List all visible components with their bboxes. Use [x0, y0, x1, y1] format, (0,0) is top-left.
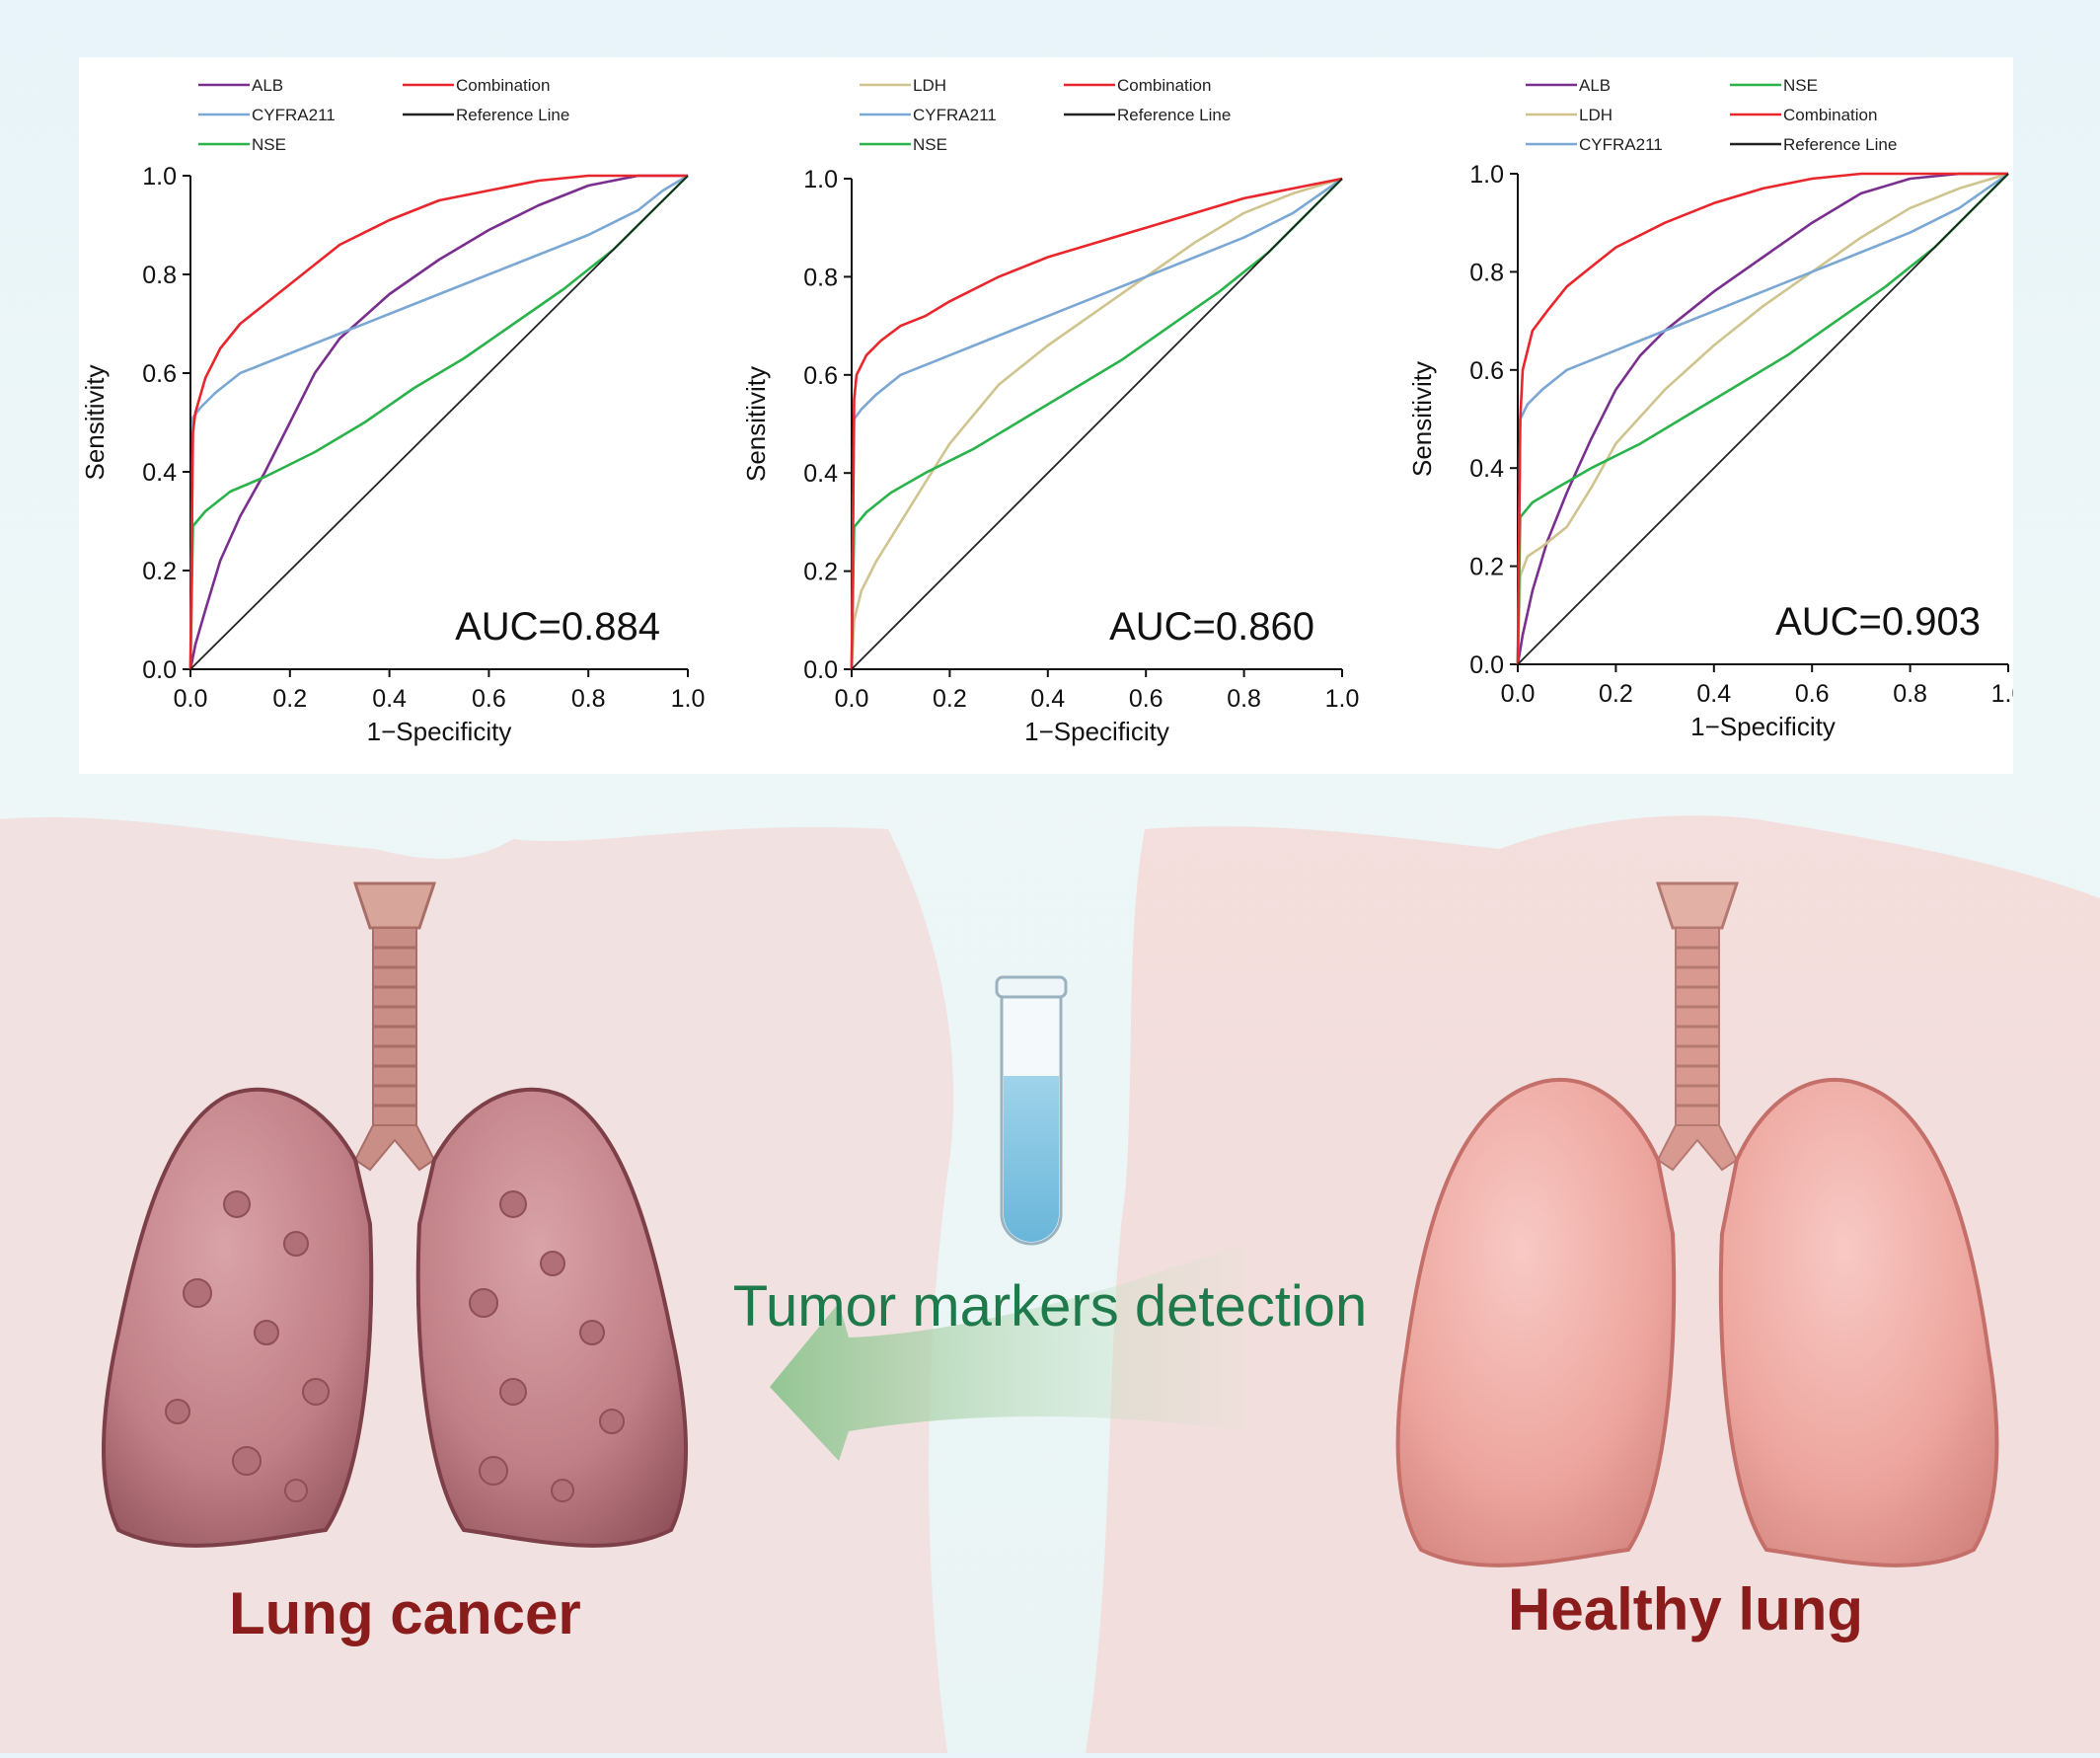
- y-tick-label: 0.6: [803, 362, 838, 390]
- roc-curve-reference-line: [1517, 173, 2009, 665]
- arrow-left-icon: [770, 1244, 1243, 1461]
- x-tick-label: 0.0: [174, 685, 208, 713]
- legend-label: NSE: [252, 135, 286, 154]
- healthy-lung-icon: [1395, 1077, 1999, 1567]
- y-tick-label: 0.6: [142, 360, 177, 388]
- y-axis-label: Sensitivity: [1407, 361, 1437, 477]
- y-tick-label: 0.2: [1469, 554, 1504, 581]
- x-tick-label: 1.0: [1991, 680, 2013, 708]
- x-tick-label: 0.8: [1893, 680, 1927, 708]
- y-tick-label: 0.8: [142, 262, 177, 289]
- roc-charts-svg: 0.00.00.20.20.40.40.60.60.80.81.01.01−Sp…: [80, 76, 2013, 746]
- roc-curve-alb: [1516, 172, 2008, 665]
- legend-label: NSE: [1783, 76, 1818, 95]
- x-tick-label: 0.4: [1030, 685, 1065, 713]
- diseased-lung-icon: [102, 1087, 688, 1548]
- legend-label: Combination: [1117, 76, 1211, 95]
- legend-label: ALB: [1579, 76, 1611, 95]
- y-tick-label: 0.8: [803, 264, 838, 291]
- legend-label: ALB: [252, 76, 283, 95]
- x-tick-label: 1.0: [1325, 685, 1360, 713]
- illustration-svg: [0, 815, 2100, 1753]
- legend-label: CYFRA211: [252, 106, 336, 124]
- auc-annotation: AUC=0.884: [455, 605, 660, 649]
- healthy-lung-label: Healthy lung: [1508, 1576, 1864, 1643]
- y-tick-label: 0.0: [803, 656, 838, 684]
- y-tick-label: 0.2: [803, 559, 838, 586]
- legend-label: LDH: [913, 76, 946, 95]
- x-tick-label: 0.0: [835, 685, 869, 713]
- legend-label: Combination: [456, 76, 550, 95]
- y-tick-label: 0.4: [142, 459, 177, 487]
- x-tick-label: 0.6: [1795, 680, 1830, 708]
- roc-curve-nse: [188, 175, 689, 670]
- x-tick-label: 0.4: [372, 685, 407, 713]
- test-tube-icon: [995, 975, 1068, 1246]
- y-tick-label: 1.0: [1469, 161, 1504, 189]
- roc-curve-reference-line: [189, 175, 689, 670]
- legend-label: Combination: [1783, 106, 1877, 124]
- roc-charts-panel: 0.0 0.0 0.2 0.2 0.4 0.4 0.6 0.6 0.8 0.8 1.0 1.0 1−Sp…: [79, 57, 2013, 774]
- y-tick-label: 1.0: [142, 163, 177, 191]
- roc-curve-combination: [188, 174, 688, 670]
- x-tick-label: 0.8: [1227, 685, 1261, 713]
- right-trachea: [1655, 881, 1740, 1172]
- y-tick-label: 0.0: [142, 656, 177, 684]
- left-trachea: [352, 881, 437, 1172]
- roc-curve-cyfra211: [188, 174, 689, 670]
- auc-annotation: AUC=0.903: [1775, 600, 1981, 644]
- legend-label: Reference Line: [1783, 135, 1897, 154]
- roc-curve-reference-line: [851, 178, 1343, 670]
- roc-curve-cyfra211: [850, 177, 1343, 670]
- roc-curve-combination: [850, 177, 1343, 670]
- x-tick-label: 0.4: [1696, 680, 1731, 708]
- x-axis-label: 1−Specificity: [1690, 712, 1836, 741]
- x-tick-label: 0.0: [1501, 680, 1536, 708]
- auc-annotation: AUC=0.860: [1109, 605, 1314, 649]
- x-tick-label: 0.2: [272, 685, 307, 713]
- roc-curve-ldh: [1516, 172, 2009, 665]
- y-tick-label: 0.0: [1469, 651, 1504, 679]
- legend-label: CYFRA211: [913, 106, 997, 124]
- y-tick-label: 0.8: [1469, 259, 1504, 286]
- x-tick-label: 0.6: [472, 685, 506, 713]
- tumor-markers-label: Tumor markers detection: [732, 1274, 1368, 1338]
- x-axis-label: 1−Specificity: [367, 717, 512, 746]
- illustration-scene: [0, 780, 2100, 1753]
- legend-label: NSE: [913, 135, 947, 154]
- x-tick-label: 0.2: [933, 685, 967, 713]
- x-tick-label: 1.0: [671, 685, 706, 713]
- lung-cancer-label: Lung cancer: [229, 1580, 581, 1646]
- x-axis-label: 1−Specificity: [1024, 717, 1169, 746]
- y-axis-label: Sensitivity: [80, 364, 110, 480]
- roc-curve-cyfra211: [1516, 172, 2009, 665]
- legend-label: Reference Line: [456, 106, 569, 124]
- x-tick-label: 0.6: [1129, 685, 1163, 713]
- y-tick-label: 0.6: [1469, 357, 1504, 385]
- roc-curve-nse: [850, 178, 1343, 670]
- y-axis-label: Sensitivity: [741, 366, 771, 482]
- x-tick-label: 0.8: [571, 685, 606, 713]
- roc-curve-nse: [1516, 173, 2009, 665]
- legend-label: Reference Line: [1117, 106, 1231, 124]
- y-tick-label: 0.2: [142, 558, 177, 585]
- x-tick-label: 0.2: [1599, 680, 1633, 708]
- y-tick-label: 0.4: [1469, 455, 1504, 483]
- legend-label: CYFRA211: [1579, 135, 1663, 154]
- legend-label: LDH: [1579, 106, 1612, 124]
- roc-curve-ldh: [850, 177, 1343, 670]
- y-tick-label: 1.0: [803, 166, 838, 193]
- roc-curve-combination: [1516, 172, 2008, 665]
- roc-curve-alb: [188, 174, 688, 670]
- y-tick-label: 0.4: [803, 460, 838, 488]
